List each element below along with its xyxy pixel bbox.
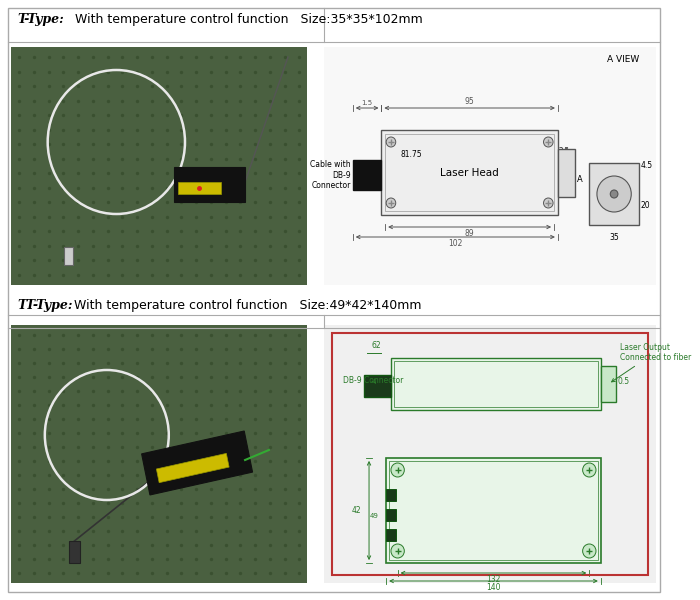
Text: 1.5: 1.5 (362, 100, 372, 106)
Bar (332, 333, 648, 575)
Bar (385, 134, 554, 211)
Text: 62: 62 (372, 341, 382, 350)
Text: 35: 35 (609, 233, 619, 242)
Bar (178, 182, 221, 194)
Bar (64, 247, 74, 265)
Text: 20: 20 (640, 201, 650, 210)
Bar (353, 160, 382, 190)
Text: T-Type:: T-Type: (18, 13, 64, 26)
Bar (589, 163, 639, 225)
Bar (386, 489, 395, 501)
Text: 95: 95 (465, 97, 475, 106)
Circle shape (386, 198, 395, 208)
Text: 4.5: 4.5 (640, 161, 653, 170)
Text: 3.5: 3.5 (559, 157, 570, 163)
Circle shape (386, 137, 395, 147)
Text: With temperature control function   Size:35*35*102mm: With temperature control function Size:3… (66, 13, 423, 26)
Bar (558, 149, 575, 197)
Text: A: A (577, 175, 582, 184)
Bar (601, 366, 616, 402)
Circle shape (391, 463, 405, 477)
Bar (156, 454, 229, 482)
Text: A VIEW: A VIEW (607, 55, 639, 64)
Bar (386, 529, 395, 541)
Bar (386, 458, 601, 563)
Bar (11, 47, 307, 285)
Bar (174, 167, 245, 202)
Bar (364, 375, 391, 397)
Bar (391, 358, 601, 410)
Text: 49: 49 (370, 513, 379, 519)
Bar (69, 541, 80, 563)
Text: 2.5: 2.5 (559, 147, 570, 153)
Circle shape (597, 176, 631, 212)
Text: TT-Type:: TT-Type: (18, 299, 73, 313)
Circle shape (582, 463, 596, 477)
Bar (386, 509, 395, 521)
Bar (382, 130, 558, 215)
Text: 81.75: 81.75 (400, 150, 422, 159)
Text: Cable with
DB-9
Connector: Cable with DB-9 Connector (310, 160, 351, 190)
Bar (324, 325, 656, 583)
Text: 132: 132 (486, 575, 500, 584)
Circle shape (543, 137, 553, 147)
Bar (11, 325, 307, 583)
Circle shape (582, 544, 596, 558)
Text: DB-9 Connector: DB-9 Connector (343, 376, 404, 385)
Text: 140: 140 (486, 583, 500, 592)
Bar (141, 431, 253, 495)
Circle shape (391, 544, 405, 558)
Text: Laser Output
Connected to fiber: Laser Output Connected to fiber (612, 343, 691, 382)
Bar (394, 361, 598, 407)
Text: With temperature control function   Size:49*42*140mm: With temperature control function Size:4… (74, 299, 422, 313)
Bar (324, 47, 656, 285)
Text: 42: 42 (352, 506, 361, 515)
Circle shape (610, 190, 618, 198)
Text: Laser Head: Laser Head (440, 168, 498, 178)
Bar (389, 461, 598, 560)
Text: 0.5: 0.5 (618, 377, 630, 386)
Circle shape (543, 198, 553, 208)
Text: 89: 89 (465, 229, 475, 238)
Text: 102: 102 (448, 239, 463, 248)
